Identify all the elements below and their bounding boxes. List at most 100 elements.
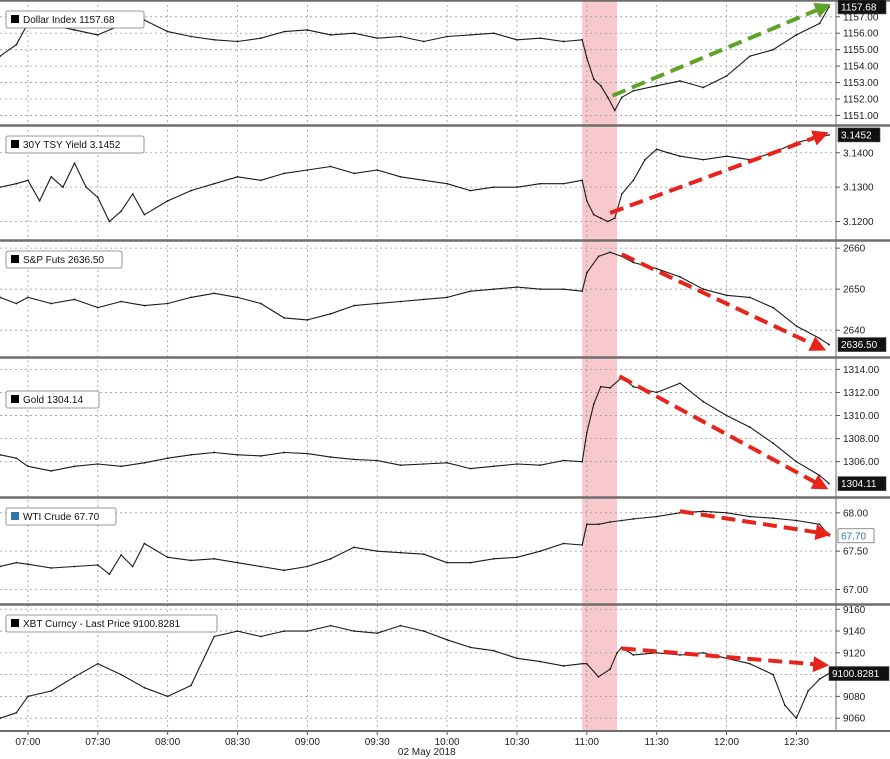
series-point <box>131 193 134 195</box>
series-point <box>702 651 705 654</box>
series-point <box>632 89 635 92</box>
series-point <box>679 275 681 278</box>
series-line <box>0 134 830 223</box>
series-point <box>613 109 616 112</box>
series-point <box>679 80 681 82</box>
series-point <box>828 534 830 537</box>
series-point <box>306 29 309 31</box>
series-point <box>353 32 355 35</box>
series-point <box>213 38 216 41</box>
series-point <box>190 453 192 456</box>
series-point <box>492 288 495 291</box>
x-tick-label: 10:30 <box>504 737 529 748</box>
legend-swatch <box>11 619 19 627</box>
series-point <box>306 630 309 632</box>
series-point <box>0 55 1 58</box>
series-point <box>50 175 53 178</box>
y-tick-label: 1312.00 <box>843 388 880 399</box>
series-point <box>329 165 332 168</box>
y-tick-label: 1306.00 <box>843 457 880 468</box>
series-point <box>283 30 286 33</box>
series-point <box>15 43 18 46</box>
series-point <box>516 38 518 41</box>
series-point <box>143 304 146 307</box>
series-point <box>585 271 588 274</box>
series-point <box>0 186 1 189</box>
series-point <box>655 84 658 87</box>
y-tick-label: 9140 <box>843 627 866 638</box>
series-point <box>599 84 602 87</box>
series-point <box>27 465 29 468</box>
series-point <box>108 573 111 576</box>
last-value-label: 67.70 <box>841 531 866 542</box>
series-point <box>259 37 262 40</box>
series-point <box>606 96 609 99</box>
y-tick-label: 1308.00 <box>843 434 880 445</box>
y-tick-label: 1156.00 <box>843 29 879 40</box>
x-tick-label: 11:30 <box>645 737 670 748</box>
series-point <box>96 662 99 665</box>
series-point <box>539 288 542 291</box>
series-point <box>620 519 623 522</box>
x-tick-label: 12:00 <box>714 737 739 748</box>
series-point <box>585 200 588 202</box>
series-point <box>592 403 595 405</box>
series-point <box>236 453 239 456</box>
series-point <box>120 300 122 303</box>
series-point <box>516 657 518 660</box>
series-point <box>609 386 612 389</box>
series-point <box>236 630 239 632</box>
series-point <box>585 523 588 526</box>
series-point <box>828 482 830 485</box>
series-point <box>73 298 76 301</box>
series-point <box>236 561 239 564</box>
series-point <box>632 518 635 520</box>
series-point <box>795 33 798 36</box>
series-point <box>190 189 192 192</box>
series-line <box>0 510 830 575</box>
series-point <box>516 186 518 189</box>
series-point <box>120 210 122 213</box>
legend-box <box>5 135 145 154</box>
series-point <box>725 414 728 417</box>
series-point <box>236 296 239 299</box>
series-point <box>120 554 122 556</box>
series-point <box>581 290 584 293</box>
x-date-label: 02 May 2018 <box>398 747 456 758</box>
series-point <box>446 561 449 564</box>
y-tick-label: 1157.00 <box>843 12 879 23</box>
series-point <box>597 255 600 258</box>
series-layer <box>0 6 830 720</box>
panel-legend: XBT Curncy - Last Price 9100.8281 <box>5 614 218 633</box>
frame-layer <box>0 0 890 735</box>
series-point <box>422 179 425 182</box>
series-point <box>259 179 262 182</box>
panel-legend: S&P Futs 2636.50 <box>5 250 123 269</box>
series-point <box>422 298 425 301</box>
series-point <box>492 186 495 189</box>
series-point <box>748 662 751 665</box>
series-point <box>306 452 309 455</box>
last-value-label: 1157.68 <box>841 2 877 13</box>
series-point <box>795 519 798 522</box>
series-point <box>725 155 728 158</box>
series-point <box>73 675 76 678</box>
series-point <box>585 662 588 665</box>
series-point <box>329 456 332 458</box>
series-point <box>702 288 705 291</box>
series-point <box>283 569 286 572</box>
series-point <box>353 546 355 549</box>
series-point <box>469 646 472 649</box>
series-point <box>516 556 518 559</box>
series-point <box>143 213 146 216</box>
series-point <box>795 460 798 463</box>
series-point <box>96 564 99 566</box>
series-point <box>592 78 595 81</box>
series-line <box>0 251 830 346</box>
series-point <box>446 461 449 464</box>
series-point <box>632 261 635 264</box>
series-point <box>702 400 705 403</box>
last-value-badge <box>837 127 881 143</box>
series-point <box>807 690 809 692</box>
series-line <box>0 625 830 719</box>
